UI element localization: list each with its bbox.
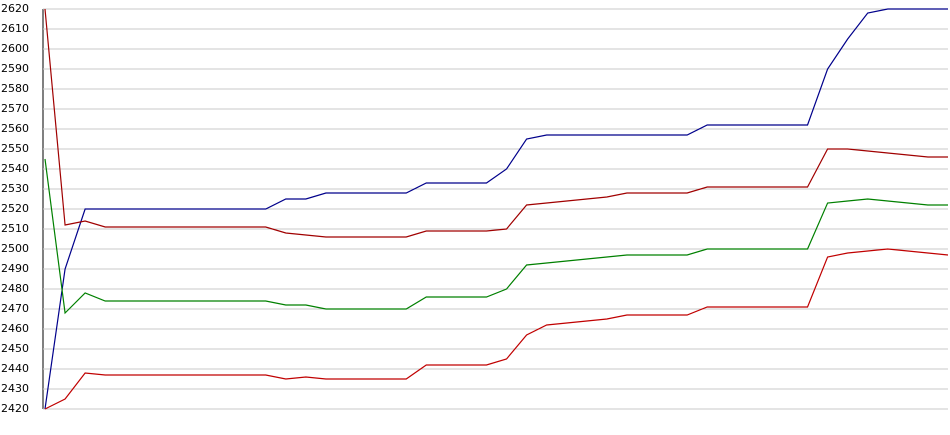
y-tick-label: 2490	[1, 262, 29, 275]
y-tick-label: 2540	[1, 162, 29, 175]
y-tick-label: 2590	[1, 62, 29, 75]
series-line	[44, 248, 949, 410]
y-tick-label: 2570	[1, 102, 29, 115]
series-line	[44, 158, 948, 315]
series-line	[44, 8, 948, 238]
y-tick-label: 2480	[1, 282, 29, 295]
y-tick-label: 2510	[1, 222, 29, 235]
y-tick-label: 2460	[1, 322, 29, 335]
y-tick-label: 2420	[1, 402, 29, 415]
y-tick-label: 2560	[1, 122, 29, 135]
series-line	[44, 8, 948, 410]
y-tick-label: 2620	[1, 2, 29, 15]
y-tick-label: 2470	[1, 302, 29, 315]
y-tick-label: 2500	[1, 242, 29, 255]
y-tick-label: 2430	[1, 382, 29, 395]
y-tick-label: 2550	[1, 142, 29, 155]
y-tick-label: 2600	[1, 42, 29, 55]
y-tick-label: 2610	[1, 22, 29, 35]
y-tick-label: 2440	[1, 362, 29, 375]
y-tick-label: 2450	[1, 342, 29, 355]
y-tick-label: 2580	[1, 82, 29, 95]
y-tick-label: 2520	[1, 202, 29, 215]
y-tick-label: 2530	[1, 182, 29, 195]
